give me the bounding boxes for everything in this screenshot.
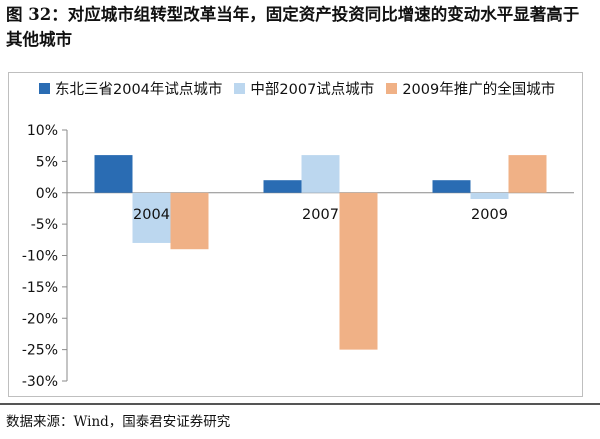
bottom-rule (0, 403, 600, 405)
bar-2007-series-1 (263, 180, 302, 193)
bar-2004-series-1 (94, 155, 133, 193)
bar-2004-series-2 (132, 192, 171, 243)
legend-item-series-3: 2009年推广的全国城市 (386, 78, 555, 99)
y-tick-label: -10% (22, 249, 58, 265)
y-tick-label: 0% (36, 186, 58, 202)
legend-label-series-3: 2009年推广的全国城市 (402, 82, 556, 98)
y-tick-label: -30% (22, 374, 58, 390)
y-tick-label: -5% (31, 217, 58, 233)
legend-swatch-series-2 (234, 83, 246, 94)
y-tick-label: 10% (27, 123, 58, 139)
figure-title: 图 32：对应城市组转型改革当年，固定资产投资同比增速的变动水平显著高于其他城市 (6, 5, 580, 49)
bar-chart: 10% 5% 0% -5% -10% -15% -20% -25% -30% 2004 2007 20… (22, 123, 574, 390)
legend-item-series-1: 东北三省2004年试点城市 (39, 78, 222, 99)
x-category-label: 2007 (302, 207, 339, 223)
y-tick-label: -15% (22, 280, 58, 296)
source-note: 数据来源：Wind，国泰君安证券研究 (6, 414, 231, 430)
y-tick-label: -20% (22, 311, 58, 327)
bar-2007-series-3 (339, 192, 378, 350)
bar-2009-series-1 (432, 180, 471, 193)
y-tick-label: 5% (36, 154, 58, 170)
bar-2004-series-3 (170, 192, 209, 250)
legend-swatch-series-1 (39, 83, 50, 94)
bar-2009-series-3 (508, 155, 547, 193)
legend-item-series-2: 中部2007试点城市 (234, 78, 374, 99)
legend-swatch-series-3 (386, 83, 398, 94)
legend-label-series-1: 东北三省2004年试点城市 (55, 82, 223, 98)
x-category-label: 2004 (133, 207, 170, 223)
y-tick-label: -25% (22, 343, 58, 359)
x-category-label: 2009 (471, 207, 508, 223)
bar-2007-series-2 (301, 155, 340, 193)
chart-frame: 东北三省2004年试点城市 中部2007试点城市 2009年推广的全国城市 10… (8, 72, 583, 397)
legend-label-series-2: 中部2007试点城市 (250, 82, 375, 98)
bar-2009-series-2 (470, 192, 509, 200)
chart-legend: 东北三省2004年试点城市 中部2007试点城市 2009年推广的全国城市 (39, 78, 555, 99)
